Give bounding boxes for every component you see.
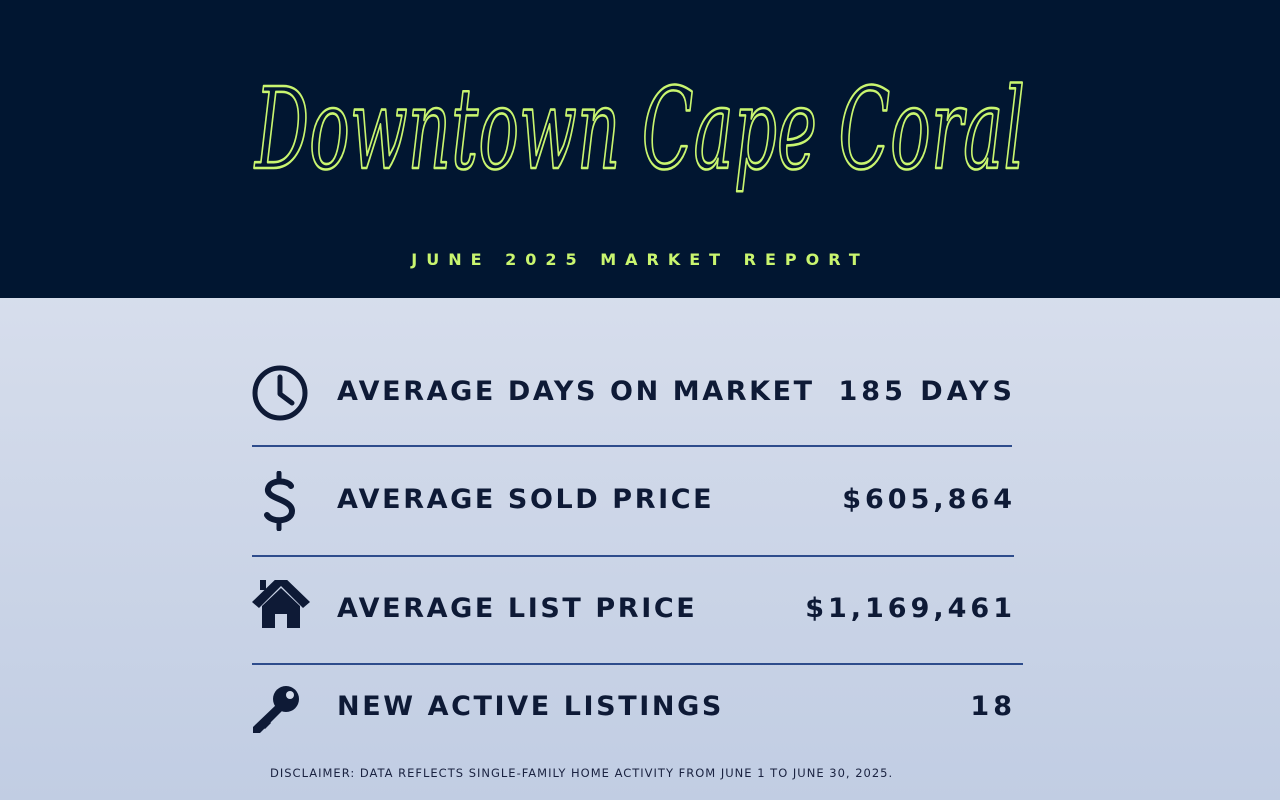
divider bbox=[252, 663, 1023, 665]
stat-row-active-listings: NEW ACTIVE LISTINGS 18 bbox=[250, 678, 1020, 738]
stat-row-sold-price: AVERAGE SOLD PRICE $605,864 bbox=[250, 471, 1020, 531]
stat-row-days-on-market: AVERAGE DAYS ON MARKET 185 DAYS bbox=[250, 363, 1020, 423]
page-title-text: Downtown Cape Coral bbox=[254, 65, 1025, 195]
stat-label: AVERAGE LIST PRICE bbox=[337, 593, 698, 624]
stat-label: AVERAGE DAYS ON MARKET bbox=[337, 376, 815, 407]
divider bbox=[252, 445, 1012, 447]
stats-list: AVERAGE DAYS ON MARKET 185 DAYS AVERAGE … bbox=[0, 298, 1280, 758]
page-title: Downtown Cape Coral bbox=[252, 64, 1026, 197]
page-subtitle: JUNE 2025 MARKET REPORT bbox=[411, 250, 869, 269]
house-icon bbox=[250, 580, 312, 640]
key-icon bbox=[250, 678, 312, 738]
stat-value: 18 bbox=[970, 691, 1016, 722]
header-banner: Downtown Cape Coral JUNE 2025 MARKET REP… bbox=[0, 0, 1280, 298]
clock-icon bbox=[250, 363, 312, 423]
stat-value: $1,169,461 bbox=[805, 593, 1016, 624]
stat-value: 185 DAYS bbox=[838, 376, 1016, 407]
divider bbox=[252, 555, 1014, 557]
stat-label: NEW ACTIVE LISTINGS bbox=[337, 691, 724, 722]
stat-value: $605,864 bbox=[842, 484, 1016, 515]
stat-row-list-price: AVERAGE LIST PRICE $1,169,461 bbox=[250, 580, 1020, 640]
dollar-sign-icon bbox=[250, 471, 312, 531]
stat-label: AVERAGE SOLD PRICE bbox=[337, 484, 715, 515]
disclaimer: DISCLAIMER: DATA REFLECTS SINGLE-FAMILY … bbox=[270, 766, 894, 780]
